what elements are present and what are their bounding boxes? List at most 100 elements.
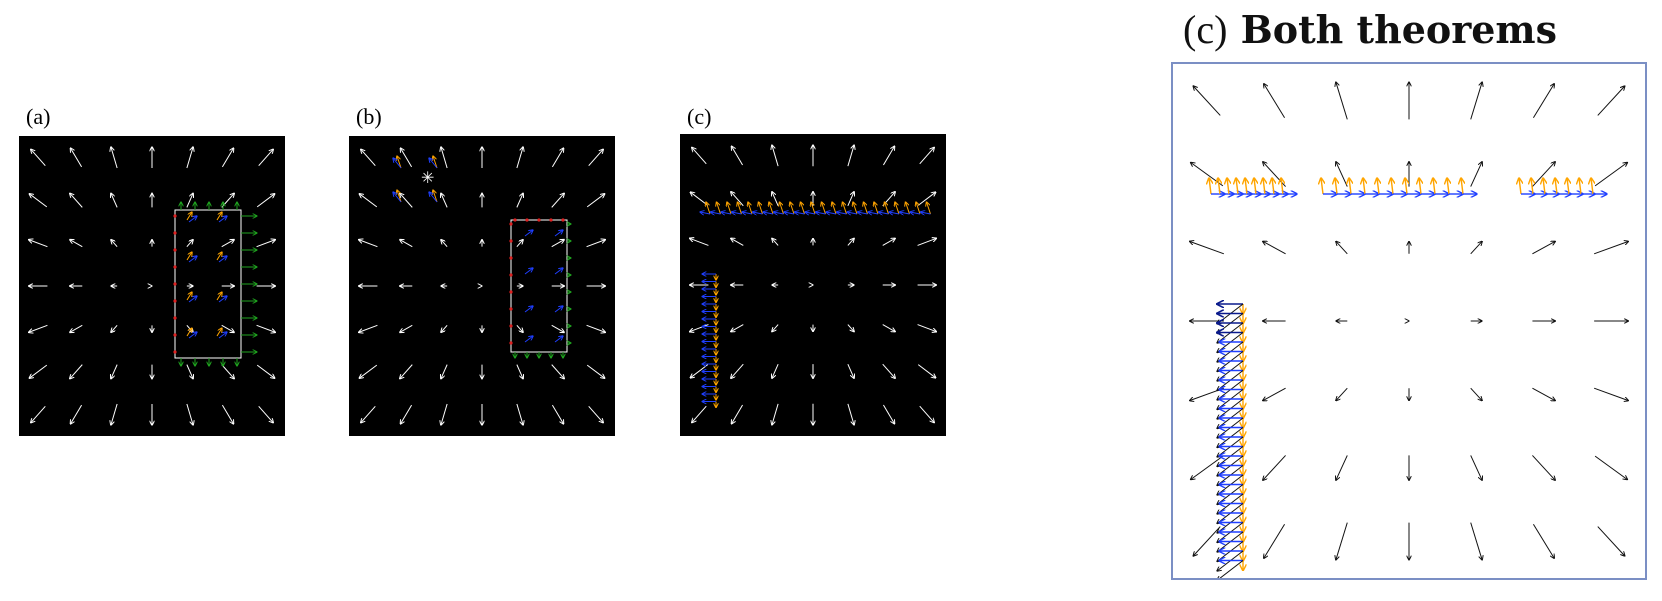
- field-arrow: [516, 147, 523, 169]
- field-arrow: [772, 145, 779, 167]
- orange-arrow: [1281, 178, 1283, 195]
- field-arrow: [586, 324, 606, 332]
- orange-arrow: [1335, 178, 1337, 195]
- field-arrow: [29, 194, 48, 208]
- field-arrow: [586, 364, 605, 378]
- field-arrow: [256, 240, 276, 248]
- orange-arrow: [1433, 178, 1435, 195]
- orange-arrow: [843, 202, 847, 215]
- blue-arrow: [429, 192, 438, 203]
- field-arrow: [400, 404, 413, 424]
- blue-arrow: [393, 158, 402, 169]
- panel-a-label: (a): [26, 104, 51, 129]
- orange-arrow: [1555, 178, 1557, 195]
- orange-arrow: [748, 202, 753, 215]
- field-arrow: [690, 364, 709, 378]
- blue-arrow: [711, 212, 721, 214]
- field-arrow: [70, 193, 83, 208]
- field-arrow: [731, 324, 744, 332]
- blue-arrow: [429, 158, 438, 169]
- big-panel-title: (c) Both theorems: [1183, 6, 1557, 53]
- field-arrow: [917, 238, 937, 246]
- field-arrow: [1264, 84, 1286, 119]
- orange-arrow: [1579, 178, 1581, 195]
- orange-arrow: [906, 202, 910, 215]
- field-arrow: [847, 363, 854, 378]
- field-arrow: [772, 324, 779, 332]
- blue-arrow: [554, 336, 563, 343]
- blue-arrow: [784, 212, 795, 214]
- field-arrow: [1470, 82, 1482, 120]
- field-arrow: [1193, 526, 1221, 556]
- orange-arrow: [874, 202, 879, 215]
- blue-arrow: [188, 216, 197, 223]
- field-arrow: [917, 364, 936, 378]
- field-arrow: [400, 364, 413, 379]
- field-arrow: [1532, 241, 1555, 255]
- field-arrow: [258, 406, 274, 422]
- field-arrow: [917, 324, 937, 332]
- field-arrow: [1190, 241, 1225, 255]
- red-marker: [173, 231, 177, 235]
- orange-arrow: [916, 202, 921, 215]
- blue-arrow: [826, 212, 837, 214]
- field-arrow: [186, 240, 193, 248]
- orange-arrow: [853, 202, 858, 215]
- blue-arrow: [524, 230, 533, 237]
- field-arrow: [70, 404, 83, 424]
- field-arrow: [772, 238, 779, 246]
- field-arrow: [588, 406, 604, 422]
- orange-arrow: [1591, 178, 1593, 195]
- red-marker: [509, 341, 513, 345]
- field-arrow: [186, 193, 193, 208]
- blue-arrow: [774, 212, 784, 214]
- red-marker: [173, 265, 177, 269]
- field-arrow: [1532, 162, 1555, 187]
- field-arrow: [29, 324, 48, 332]
- red-marker: [173, 299, 177, 303]
- region-box: [174, 209, 242, 359]
- field-arrow: [882, 146, 894, 166]
- field-arrow: [221, 364, 235, 379]
- blue-arrow: [188, 296, 197, 303]
- orange-arrow: [895, 202, 900, 215]
- field-arrow: [588, 149, 604, 166]
- field-arrow: [1263, 455, 1286, 480]
- field-arrow: [186, 147, 193, 169]
- field-arrow: [221, 148, 233, 168]
- field-arrow: [516, 364, 523, 379]
- orange-arrow: [186, 212, 192, 221]
- red-marker: [513, 218, 517, 222]
- field-arrow: [441, 240, 448, 248]
- field-arrow: [919, 405, 935, 423]
- red-marker: [173, 248, 177, 252]
- big-panel-vector-field: [1171, 62, 1647, 580]
- field-arrow: [1264, 523, 1286, 558]
- orange-arrow: [1461, 178, 1463, 195]
- orange-arrow: [927, 202, 931, 215]
- field-arrow: [221, 404, 233, 424]
- blue-arrow: [889, 212, 900, 214]
- field-arrow: [731, 146, 744, 166]
- field-arrow: [551, 193, 565, 208]
- blue-arrow: [868, 212, 879, 214]
- blue-arrow: [900, 212, 910, 214]
- red-marker: [173, 350, 177, 354]
- blue-arrow: [218, 332, 227, 339]
- field-arrow: [70, 148, 83, 168]
- field-arrow: [441, 147, 448, 169]
- panel-b-vector-field: ✳: [349, 136, 615, 436]
- blue-arrow: [858, 212, 868, 214]
- field-arrow: [1470, 241, 1482, 255]
- field-arrow: [690, 192, 709, 206]
- field-arrow: [29, 240, 48, 248]
- field-arrow: [111, 240, 118, 248]
- field-arrow: [690, 324, 709, 332]
- orange-arrow: [1567, 178, 1569, 195]
- red-marker: [509, 222, 513, 226]
- field-arrow: [847, 145, 854, 167]
- field-arrow: [1597, 526, 1625, 556]
- blue-arrow: [524, 336, 533, 343]
- field-arrow: [847, 192, 854, 207]
- field-arrow: [1217, 560, 1244, 578]
